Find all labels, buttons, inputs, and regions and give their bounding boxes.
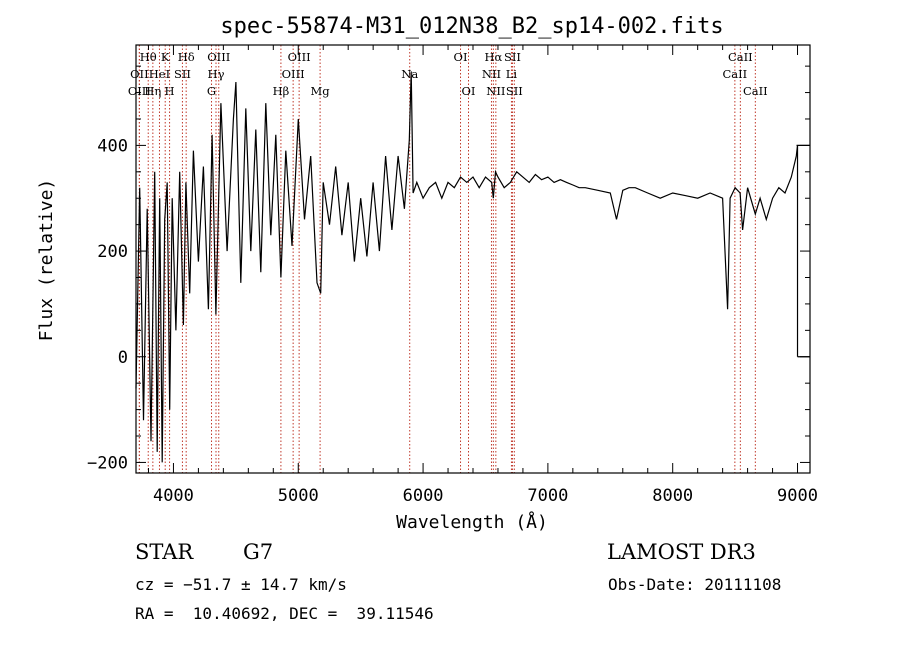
line-label-17: OI <box>454 50 468 64</box>
survey-name: LAMOST DR3 <box>607 540 756 564</box>
flux-series-line <box>135 71 799 463</box>
x-axis-title: Wavelength (Å) <box>396 511 548 533</box>
line-label-26: CaII <box>722 67 747 81</box>
line-label-21: NII <box>482 67 501 81</box>
y-axis-ticks: −200 0 200 400 <box>87 65 810 473</box>
y-tick-label--200: −200 <box>87 453 128 473</box>
line-label-15: Mg <box>311 84 331 98</box>
observation-date: Obs-Date: 20111108 <box>608 575 782 594</box>
y-tick-label-200: 200 <box>97 242 128 262</box>
line-label-8: H <box>165 84 175 98</box>
object-subclass: G7 <box>243 540 274 564</box>
line-label-12: OIII <box>288 50 311 64</box>
line-label-24: SII <box>506 84 523 98</box>
line-label-14: Hβ <box>273 84 290 98</box>
object-class: STAR <box>135 540 194 564</box>
x-tick-label-9000: 9000 <box>777 486 818 506</box>
line-label-18: OI <box>462 84 476 98</box>
line-label-16: Na <box>401 67 418 81</box>
line-label-2: OIII <box>128 84 151 98</box>
redshift-velocity: cz = −51.7 ± 14.7 km/s <box>135 575 347 594</box>
line-label-10: Hγ <box>208 67 225 81</box>
line-label-11: G <box>207 84 216 98</box>
line-label-20: SII <box>504 50 521 64</box>
line-label-7: SII <box>174 67 191 81</box>
x-tick-label-8000: 8000 <box>652 486 693 506</box>
line-label-13: OIII <box>282 67 305 81</box>
line-label-0: Hθ <box>140 50 157 64</box>
line-label-3: K <box>161 50 170 64</box>
line-label-25: CaII <box>728 50 753 64</box>
line-label-27: CaII <box>743 84 768 98</box>
y-tick-label-400: 400 <box>97 136 128 156</box>
x-tick-label-6000: 6000 <box>403 486 444 506</box>
x-tick-label-4000: 4000 <box>153 486 194 506</box>
emission-line-markers <box>138 45 756 473</box>
line-label-23: NII <box>486 84 505 98</box>
chart-title: spec-55874-M31_012N38_B2_sp14-002.fits <box>220 14 723 39</box>
x-tick-label-5000: 5000 <box>278 486 319 506</box>
line-label-5: Hη <box>144 84 161 98</box>
line-label-9: OIII <box>207 50 230 64</box>
y-axis-title: Flux (relative) <box>36 179 57 342</box>
emission-line-labels: Hθ OII OIII K HeI Hη Hδ SII H OIII Hγ G OIII OIII Hβ Mg… <box>128 50 768 98</box>
line-label-6: Hδ <box>178 50 195 64</box>
coordinates: RA = 10.40692, DEC = 39.11546 <box>135 604 434 623</box>
line-label-22: Li <box>506 67 518 81</box>
line-label-19: Hα <box>484 50 502 64</box>
x-tick-label-7000: 7000 <box>527 486 568 506</box>
line-label-4: HeI <box>149 67 170 81</box>
x-axis-ticks: 4000 5000 6000 7000 8000 9000 <box>147 45 818 506</box>
y-tick-label-0: 0 <box>118 348 128 368</box>
line-label-1: OII <box>130 67 149 81</box>
